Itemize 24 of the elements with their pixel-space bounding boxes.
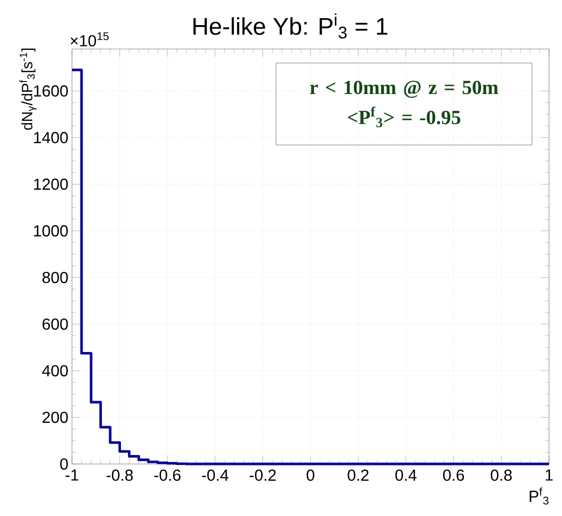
annotation: <P$^{f}$$_{3}$> = -0.95: [348, 106, 460, 128]
x-tick-label: -0.4: [202, 470, 228, 481]
y-tick-label: 1200: [34, 178, 68, 190]
y-tick-label: 1400: [34, 132, 68, 144]
text: ×10$^{15}$: [70, 32, 109, 46]
x-tick-label: -0.8: [106, 470, 133, 481]
x-tick-label: 0.2: [348, 470, 369, 481]
x-tick-label: 0.4: [395, 470, 417, 481]
x-tick-label: 0: [306, 470, 314, 481]
y-tick-label: 200: [42, 412, 68, 424]
y-tick-label: 0: [60, 458, 68, 470]
x-tick-label: 0.6: [443, 470, 464, 481]
x-tick-label: -0.6: [154, 470, 180, 481]
y-tick-label: 800: [42, 272, 68, 284]
y-tick-label: 600: [42, 318, 68, 330]
annotation: r < 10mm @ z = 50m: [310, 80, 498, 98]
x-tick-label: -0.2: [250, 470, 276, 481]
x-tick-label: 1: [546, 470, 553, 481]
y-tick-label: 400: [42, 365, 68, 376]
chart-title: He-like Yb: P$^{i}$$_{3}$ = 1: [193, 13, 388, 39]
x-tick-label: -1: [66, 470, 78, 481]
x-axis-title: P$^{f}$3: [530, 487, 548, 505]
y-tick-label: 1000: [34, 225, 68, 237]
x-tick-label: 0.8: [490, 470, 512, 481]
